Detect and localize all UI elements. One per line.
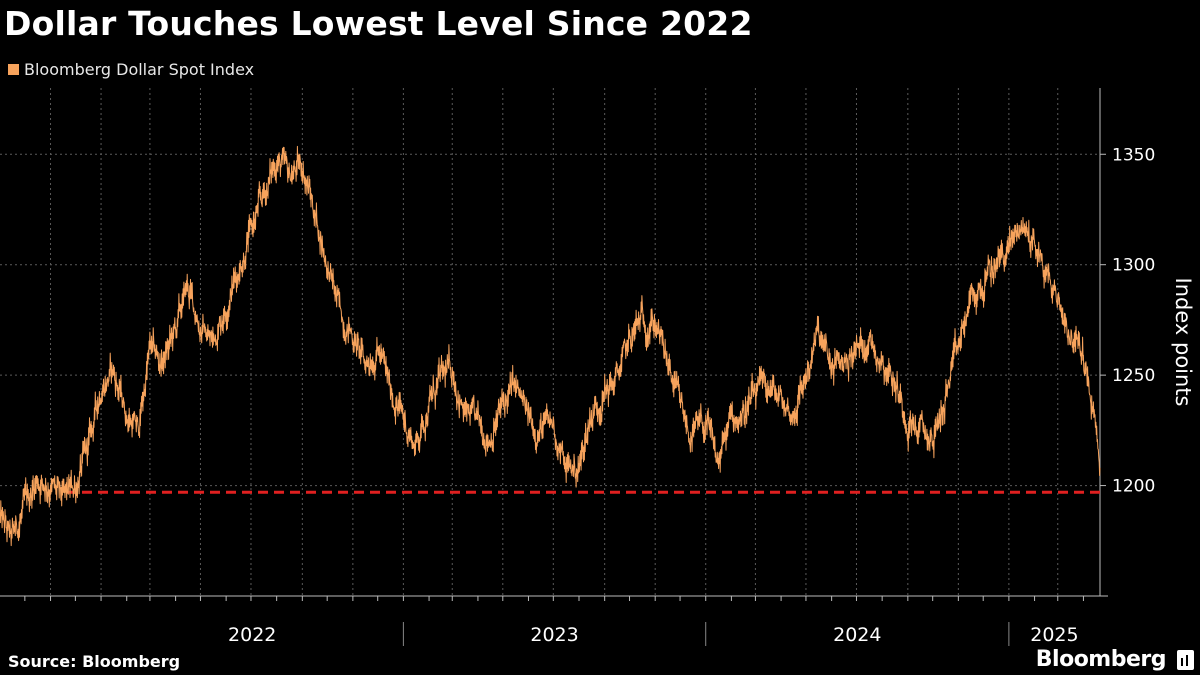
brand-logo: Bloomberg [1035,647,1167,672]
legend: Bloomberg Dollar Spot Index [8,60,254,79]
x-tick-label: 2024 [833,624,881,646]
legend-label: Bloomberg Dollar Spot Index [24,60,255,79]
x-tick-label: 2025 [1030,624,1078,646]
legend-swatch [8,64,19,75]
y-axis-title: Index points [1171,278,1195,407]
bloomberg-terminal-icon [1177,650,1194,670]
page-title: Dollar Touches Lowest Level Since 2022 [4,4,753,43]
y-tick-label: 1350 [1112,145,1155,165]
y-tick-label: 1250 [1112,366,1155,386]
source-note: Source: Bloomberg [8,652,181,671]
x-tick-label: 2022 [228,624,276,646]
series-line-dollar-index [0,145,1101,547]
y-tick-label: 1200 [1112,477,1155,497]
y-tick-label: 1300 [1112,256,1155,276]
x-tick-label: 2023 [530,624,578,646]
